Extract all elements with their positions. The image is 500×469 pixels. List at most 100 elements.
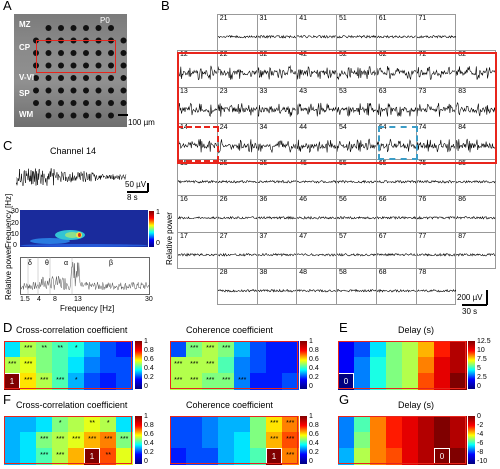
channel-cell: 21: [216, 14, 258, 52]
electrode-dot: [83, 62, 89, 69]
colorbar-tick: 0.6: [309, 356, 319, 363]
heatmap-cell: ***: [68, 432, 85, 449]
heatmap-cell: [250, 448, 267, 465]
heatmap-cell: [116, 416, 133, 433]
channel-number: 82: [458, 51, 467, 59]
channel-cell: 61: [375, 14, 417, 52]
heatmap-cell: *: [52, 416, 69, 433]
heatmap-cell: [434, 373, 451, 390]
heatmap-frame: [338, 416, 466, 464]
heatmap-cell: [84, 373, 101, 390]
channel-cell: 16: [177, 195, 218, 233]
electrode-dot: [58, 112, 64, 119]
heatmap-cell: [338, 341, 355, 358]
channel-number: 28: [219, 268, 228, 276]
channel-number: 21: [219, 15, 228, 22]
colorbar-tick: 2.5: [477, 374, 487, 381]
heatmap-cell: [402, 416, 419, 433]
channel-number: 33: [259, 87, 268, 95]
heatmap-cell: [4, 448, 21, 465]
channel-number: 67: [378, 232, 387, 240]
channel-number: 47: [299, 232, 308, 240]
spec-colorbar: [149, 211, 154, 247]
scalebar-c-horizontal: [127, 191, 148, 193]
channel-trace: [217, 288, 258, 293]
heatmap-cell: ***: [100, 432, 117, 449]
channel-cell: 51: [336, 14, 377, 52]
heatmap-frame: [170, 416, 298, 464]
band-label-alpha: α: [64, 260, 69, 267]
heatmap-cell: ***: [234, 373, 251, 390]
heatmap-cell: [434, 341, 451, 358]
channel-number: 12: [180, 51, 188, 59]
channel-trace: [337, 216, 377, 220]
electrode-dot: [83, 75, 89, 81]
channel-number: 36: [259, 196, 268, 204]
psd-xtick: 4: [37, 296, 41, 303]
colorbar-tick: 10: [477, 347, 485, 354]
electrode-dot: [83, 87, 89, 94]
heatmap-cell: [338, 432, 355, 449]
layer-label-sp: SP: [19, 89, 30, 98]
heatmap-cell: *: [68, 373, 85, 390]
heatmap-cell: [370, 341, 387, 358]
channel-number: 23: [219, 87, 228, 95]
spec-ytick: 30: [11, 208, 19, 215]
channel-trace: [376, 216, 417, 221]
channel-trace: [376, 252, 417, 256]
channel-number: 62: [378, 51, 387, 59]
panel-label-a: A: [3, 0, 12, 13]
heatmap-cell: [68, 416, 85, 433]
channel-cell: 57: [336, 231, 377, 269]
heatmap-cell: [386, 416, 403, 433]
colorbar-tick: 0.2: [309, 449, 319, 456]
channel-cell: 36: [256, 195, 298, 233]
panel-label-f: F: [3, 392, 11, 407]
channel-number: 43: [299, 87, 308, 95]
electrode-dot: [83, 25, 89, 31]
panel-label-c: C: [3, 138, 13, 153]
channel-64-box: [378, 126, 418, 160]
channel-number: 83: [458, 87, 467, 95]
channel-cell: 45: [296, 159, 337, 197]
heatmap-cell: ***: [218, 373, 235, 390]
channel-number: 54: [339, 123, 347, 131]
heatmap-cell: [386, 341, 403, 358]
channel-trace: [178, 65, 218, 81]
d-coherence-colorbar: [300, 341, 307, 389]
heatmap-cell: [266, 448, 283, 465]
electrode-dot: [33, 87, 39, 94]
electrode-dot: [45, 50, 52, 56]
scalebar-b-horizontal: [462, 304, 487, 306]
heatmap-cell: [170, 448, 187, 465]
electrode-dot: [95, 62, 102, 69]
heatmap-cell: [36, 416, 53, 433]
colorbar-tick: 0.4: [144, 365, 154, 372]
channel-cell: 35: [256, 159, 298, 197]
electrode-dot: [83, 100, 89, 106]
colorbar-tick: 1: [144, 413, 148, 420]
channel-trace: [416, 215, 456, 221]
channel-number: 71: [418, 15, 427, 22]
heatmap-cell: [52, 357, 69, 374]
colorbar-tick: 0: [309, 458, 313, 465]
mea-grid: 21 31 41 51 61 71 12 22 32 42 52 62 72 82 13 23 33 43 53 63…: [177, 14, 496, 305]
panel-label-g: G: [339, 392, 350, 407]
channel-trace: [217, 216, 258, 220]
scalebar-a: [118, 114, 128, 116]
channel-number: 32: [259, 51, 268, 59]
colorbar-tick: -4: [477, 431, 484, 438]
heatmap-cell: [354, 341, 371, 358]
histology-image: [14, 14, 127, 127]
heatmap-cell: [402, 341, 419, 358]
electrode-dot: [108, 112, 114, 119]
colorbar-tick: 0: [144, 458, 148, 465]
heatmap-frame: [338, 341, 466, 389]
heatmap-cell: [418, 341, 435, 358]
colorbar-tick: 1: [309, 338, 313, 345]
heatmap-cell: [218, 357, 235, 374]
channel-trace: [297, 180, 337, 184]
colorbar-tick: 0.2: [144, 449, 154, 456]
channel-cell: 25: [216, 159, 258, 197]
colorbar-tick: 12.5: [477, 338, 491, 345]
